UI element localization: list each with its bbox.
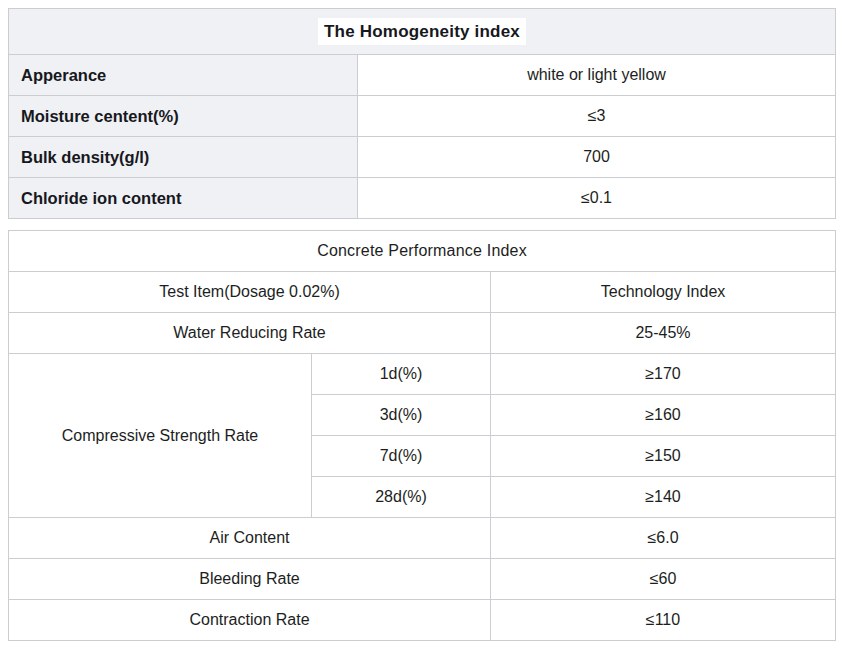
row-label-apperance: Apperance xyxy=(9,55,358,96)
page: The Homogeneity index Apperance white or… xyxy=(0,0,843,669)
table-row: Air Content ≤6.0 xyxy=(9,518,836,559)
table2-title-row: Concrete Performance Index xyxy=(9,231,836,272)
table1-title: The Homogeneity index xyxy=(318,18,526,45)
table-row: Water Reducing Rate 25-45% xyxy=(9,313,836,354)
row-value-contraction-rate: ≤110 xyxy=(491,600,836,641)
table-row: Contraction Rate ≤110 xyxy=(9,600,836,641)
header-test-item: Test Item(Dosage 0.02%) xyxy=(9,272,491,313)
row-label-water-reducing: Water Reducing Rate xyxy=(9,313,491,354)
sub-label-28d: 28d(%) xyxy=(312,477,491,518)
table-row: Bulk density(g/l) 700 xyxy=(9,137,836,178)
sub-value-3d: ≥160 xyxy=(491,395,836,436)
row-label-bleeding-rate: Bleeding Rate xyxy=(9,559,491,600)
row-label-air-content: Air Content xyxy=(9,518,491,559)
sub-value-1d: ≥170 xyxy=(491,354,836,395)
row-label-chloride-ion: Chloride ion content xyxy=(9,178,358,219)
table1-title-row: The Homogeneity index xyxy=(9,9,836,55)
sub-value-7d: ≥150 xyxy=(491,436,836,477)
row-label-bulk-density: Bulk density(g/l) xyxy=(9,137,358,178)
row-value-water-reducing: 25-45% xyxy=(491,313,836,354)
homogeneity-index-table: The Homogeneity index Apperance white or… xyxy=(8,8,836,219)
sub-label-3d: 3d(%) xyxy=(312,395,491,436)
table2-title: Concrete Performance Index xyxy=(9,231,836,272)
sub-label-7d: 7d(%) xyxy=(312,436,491,477)
sub-value-28d: ≥140 xyxy=(491,477,836,518)
row-value-moisture-content: ≤3 xyxy=(358,96,836,137)
row-value-chloride-ion: ≤0.1 xyxy=(358,178,836,219)
table-row: Bleeding Rate ≤60 xyxy=(9,559,836,600)
row-value-bulk-density: 700 xyxy=(358,137,836,178)
sub-label-1d: 1d(%) xyxy=(312,354,491,395)
table2-header-row: Test Item(Dosage 0.02%) Technology Index xyxy=(9,272,836,313)
header-technology-index: Technology Index xyxy=(491,272,836,313)
concrete-performance-table: Concrete Performance Index Test Item(Dos… xyxy=(8,230,836,641)
row-value-bleeding-rate: ≤60 xyxy=(491,559,836,600)
row-label-contraction-rate: Contraction Rate xyxy=(9,600,491,641)
row-label-moisture-content: Moisture centent(%) xyxy=(9,96,358,137)
table-row: Apperance white or light yellow xyxy=(9,55,836,96)
table1-title-cell: The Homogeneity index xyxy=(9,9,836,55)
table-row: Chloride ion content ≤0.1 xyxy=(9,178,836,219)
table-row: Compressive Strength Rate 1d(%) ≥170 xyxy=(9,354,836,395)
row-label-compressive-strength: Compressive Strength Rate xyxy=(9,354,312,518)
row-value-apperance: white or light yellow xyxy=(358,55,836,96)
table-row: Moisture centent(%) ≤3 xyxy=(9,96,836,137)
row-value-air-content: ≤6.0 xyxy=(491,518,836,559)
